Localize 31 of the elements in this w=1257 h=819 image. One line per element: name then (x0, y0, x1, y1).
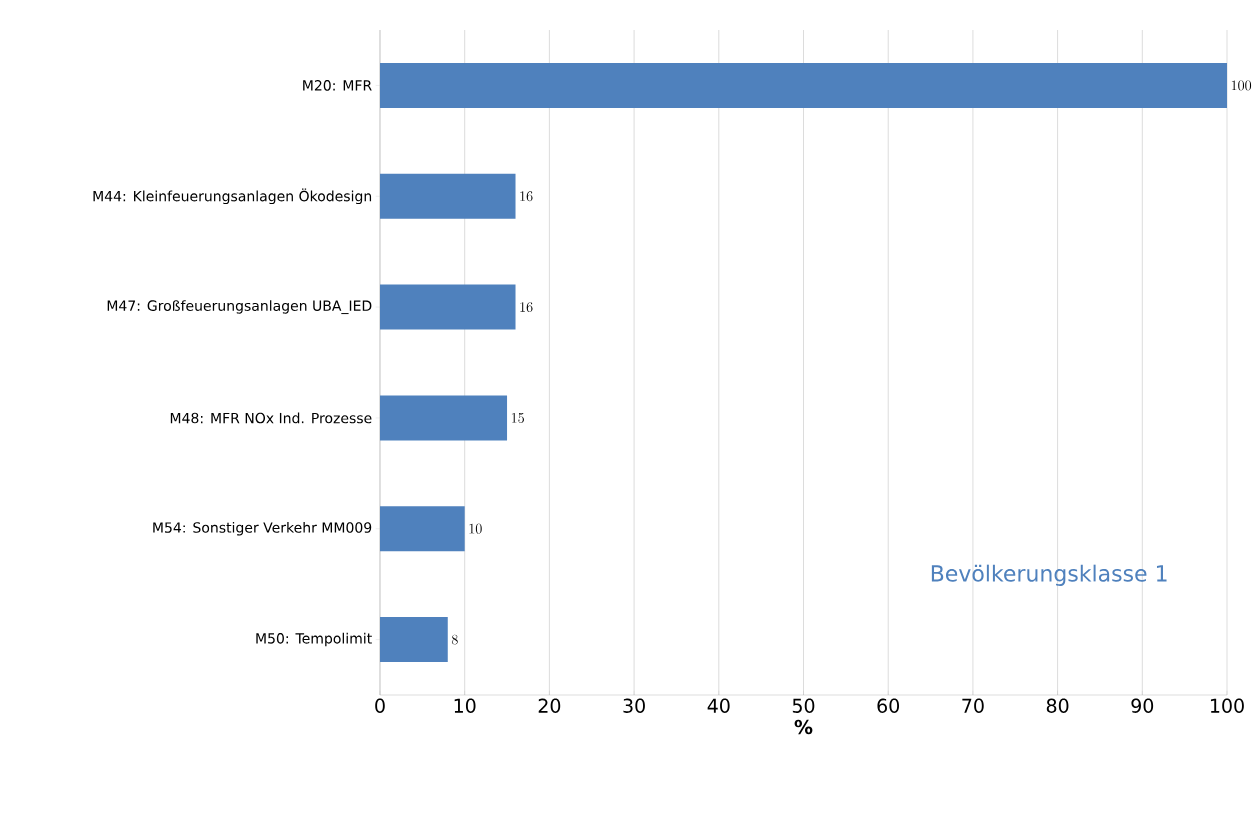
x-tick-label: 20 (538, 698, 561, 713)
x-tick-label: 0 (375, 698, 385, 713)
x-tick-label: 80 (1046, 698, 1069, 713)
x-tick-label: 60 (877, 698, 900, 713)
bar (380, 395, 508, 441)
data-label: 16 (520, 191, 533, 202)
data-label: 8 (451, 634, 458, 645)
x-tick-label: 30 (623, 698, 645, 713)
x-tick-label: 70 (962, 698, 984, 713)
data-label: 100 (1231, 80, 1252, 91)
x-tick-label: 50 (792, 698, 815, 713)
y-tick-label: M48: MFR NOx Ind. Prozesse (170, 412, 372, 424)
bar (380, 173, 516, 219)
data-label: 15 (511, 413, 524, 423)
y-tick-label: M50: Tempolimit (256, 632, 372, 647)
y-tick-label: M20: MFR (303, 80, 372, 91)
bar (380, 506, 465, 552)
annotation: Bevölkerungsklasse 1 (931, 564, 1167, 586)
y-tick-label: M47: Großfeuerungsanlagen UBA_IED (107, 300, 372, 315)
x-tick-label: 10 (454, 698, 476, 713)
bar (380, 284, 516, 330)
data-label: 10 (469, 523, 482, 534)
x-axis-title: % (794, 719, 813, 735)
bar (380, 617, 448, 663)
x-tick-label: 100 (1210, 698, 1244, 713)
y-tick-label: M44: Kleinfeuerungsanlagen Ökodesign (93, 188, 372, 205)
y-tick-label: M54: Sonstiger Verkehr MM009 (153, 521, 372, 536)
x-tick-label: 40 (707, 698, 730, 713)
x-tick-label: 90 (1131, 698, 1154, 713)
data-label: 16 (520, 302, 533, 313)
bar (380, 62, 1228, 108)
